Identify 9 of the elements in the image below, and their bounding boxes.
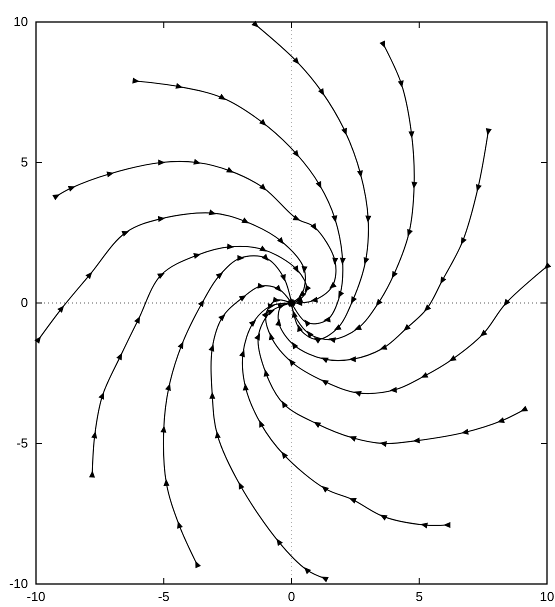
x-tick-label: 0 xyxy=(288,589,296,604)
x-tick-label: 10 xyxy=(540,589,554,604)
y-tick-label: -5 xyxy=(16,436,28,451)
x-tick-label: 5 xyxy=(416,589,423,604)
y-tick-label: 5 xyxy=(20,154,28,170)
y-tick-label: 0 xyxy=(20,295,28,310)
y-tick-label: 10 xyxy=(14,14,28,30)
y-tick-label: -10 xyxy=(9,576,28,592)
x-tick-label: -5 xyxy=(158,589,170,604)
